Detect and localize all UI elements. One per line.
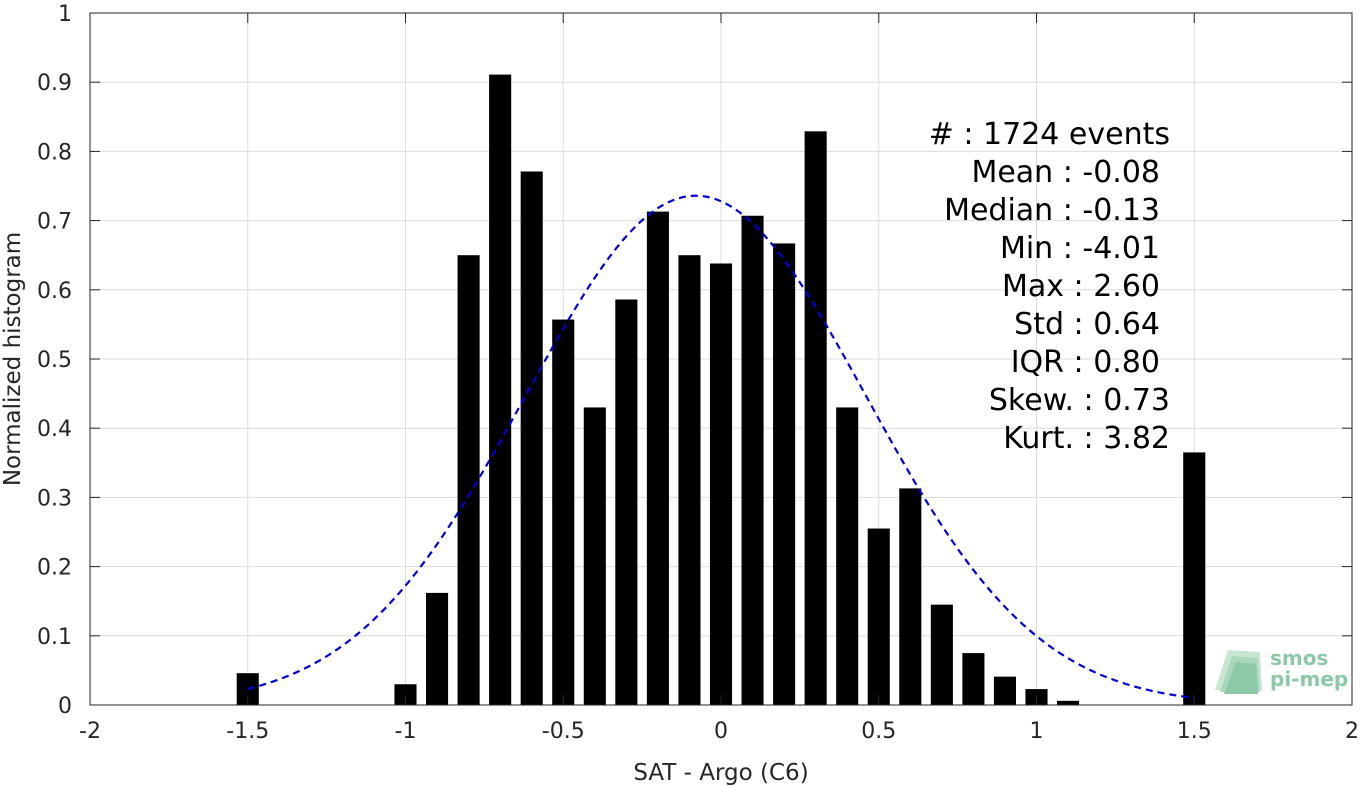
histogram-bar (583, 407, 606, 705)
y-tick-label: 0 (58, 694, 72, 719)
y-tick-label: 1 (58, 2, 72, 27)
y-tick-label: 0.9 (37, 71, 72, 96)
histogram-bar (552, 319, 575, 705)
histogram-bar (867, 528, 890, 705)
y-tick-label: 0.6 (37, 279, 72, 304)
histogram-bar (899, 488, 922, 705)
y-tick-label: 0.2 (37, 556, 72, 581)
y-tick-label: 0.4 (37, 417, 72, 442)
stat-line: Skew. : 0.73 (989, 383, 1170, 418)
histogram-bar (709, 263, 733, 705)
histogram-bar (773, 243, 796, 705)
histogram-bar (646, 211, 669, 705)
stat-line: IQR : 0.80 (1011, 345, 1160, 380)
stat-line: # : 1724 events (929, 117, 1170, 152)
histogram-bar (520, 171, 543, 705)
smos-pi-mep-logo: smos pi-mep (1215, 646, 1348, 694)
histogram-bar (615, 299, 638, 705)
x-tick-labels: -2 -1.5 -1 -0.5 0 0.5 1 1.5 2 (79, 719, 1359, 744)
x-axis-label: SAT - Argo (C6) (633, 760, 808, 786)
stat-line: Kurt. : 3.82 (1003, 421, 1170, 456)
histogram-bar (930, 604, 953, 705)
stat-line: Max : 2.60 (1002, 269, 1160, 304)
histogram-bar (1183, 452, 1206, 705)
x-tick-label: 0 (714, 719, 728, 744)
logo-line-2: pi-mep (1270, 667, 1348, 691)
histogram-bars (236, 74, 1206, 706)
histogram-bar (836, 407, 859, 705)
histogram-bar (236, 673, 259, 705)
x-tick-label: -0.5 (542, 719, 585, 744)
histogram-bar (457, 255, 480, 705)
histogram-bar (962, 653, 985, 705)
y-tick-label: 0.8 (37, 140, 72, 165)
gaussian-fit-curve (247, 194, 1195, 700)
histogram-bar (993, 676, 1016, 705)
stat-line: Median : -0.13 (944, 193, 1160, 228)
x-tick-label: -1.5 (226, 719, 269, 744)
histogram-bar (489, 74, 512, 705)
stat-line: Mean : -0.08 (971, 155, 1160, 190)
x-tick-label: -1 (395, 719, 417, 744)
y-tick-labels: 0 0.1 0.2 0.3 0.4 0.5 0.6 0.7 0.8 0.9 1 (37, 2, 72, 719)
axis-ticks (89, 12, 1353, 706)
y-tick-label: 0.7 (37, 210, 72, 235)
x-tick-label: 2 (1345, 719, 1359, 744)
stat-line: Std : 0.64 (1014, 307, 1160, 342)
logo-mountain-icon (1215, 650, 1262, 694)
histogram-bar (678, 255, 701, 705)
histogram-bar (394, 684, 417, 705)
histogram-bar (426, 592, 449, 705)
x-tick-label: 1 (1030, 719, 1044, 744)
x-tick-label: 0.5 (861, 719, 896, 744)
x-tick-label: 1.5 (1177, 719, 1212, 744)
histogram-bar (741, 215, 764, 706)
y-tick-label: 0.5 (37, 348, 72, 373)
y-tick-label: 0.1 (37, 625, 72, 650)
histogram-bar (804, 131, 827, 705)
logo-line-1: smos (1270, 646, 1328, 670)
stat-line: Min : -4.01 (1000, 231, 1160, 266)
y-tick-label: 0.3 (37, 486, 72, 511)
y-axis-label: Normalized histogram (0, 232, 26, 486)
x-tick-label: -2 (79, 719, 101, 744)
histogram-bar (1057, 700, 1080, 705)
